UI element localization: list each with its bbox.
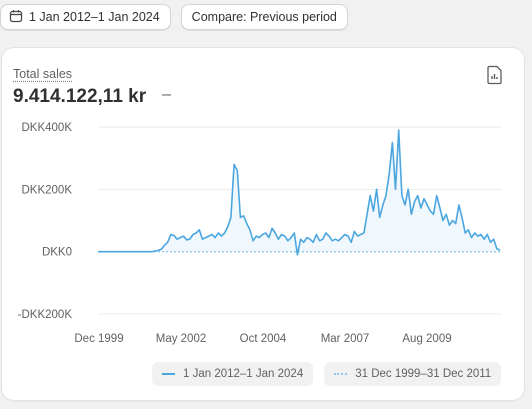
calendar-icon xyxy=(9,9,23,26)
total-sales-card: Total sales 9.414.122,11 kr – DKK400K DKK… xyxy=(2,48,524,400)
x-tick-label: Dec 1999 xyxy=(74,333,123,345)
date-range-label: 1 Jan 2012–1 Jan 2024 xyxy=(29,10,160,24)
toolbar: 1 Jan 2012–1 Jan 2024 Compare: Previous … xyxy=(0,4,348,30)
solid-line-swatch xyxy=(162,373,175,375)
legend-label: 1 Jan 2012–1 Jan 2024 xyxy=(183,368,304,380)
legend-item-previous[interactable]: 31 Dec 1999–31 Dec 2011 xyxy=(324,362,502,386)
y-tick-label: DKK200K xyxy=(21,184,72,196)
y-tick-label: DKK400K xyxy=(21,122,72,134)
legend-item-current[interactable]: 1 Jan 2012–1 Jan 2024 xyxy=(152,362,314,386)
metric-change: – xyxy=(162,86,171,103)
date-range-button[interactable]: 1 Jan 2012–1 Jan 2024 xyxy=(0,4,171,30)
x-tick-label: Mar 2007 xyxy=(321,333,370,345)
compare-button[interactable]: Compare: Previous period xyxy=(180,4,348,30)
compare-label: Compare: Previous period xyxy=(191,10,337,24)
x-tick-label: Aug 2009 xyxy=(402,333,451,345)
x-tick-label: May 2002 xyxy=(156,333,207,345)
metric-label[interactable]: Total sales xyxy=(13,67,73,81)
primary-series-line xyxy=(98,129,501,256)
series-area xyxy=(98,130,500,255)
y-tick-label: DKK0 xyxy=(42,247,72,259)
chart-legend: 1 Jan 2012–1 Jan 2024 31 Dec 1999–31 Dec… xyxy=(152,362,502,386)
export-icon[interactable] xyxy=(486,65,504,85)
legend-label: 31 Dec 1999–31 Dec 2011 xyxy=(355,368,492,380)
x-tick-label: Oct 2004 xyxy=(240,333,287,345)
metric-value: 9.414.122,11 kr xyxy=(13,86,147,107)
dotted-line-swatch xyxy=(334,373,348,375)
y-tick-label: -DKK200K xyxy=(18,309,73,321)
